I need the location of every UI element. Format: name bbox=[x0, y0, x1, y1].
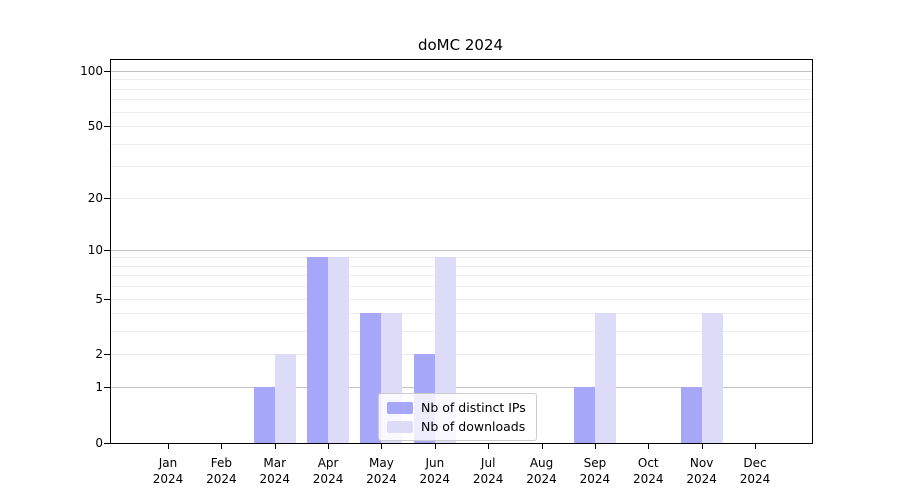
legend-swatch-downloads bbox=[387, 420, 413, 433]
x-tick-label-feb: Feb 2024 bbox=[206, 456, 237, 486]
gridline-minor bbox=[111, 265, 812, 267]
gridline-minor bbox=[111, 354, 812, 356]
x-tick-label-sep: Sep 2024 bbox=[579, 456, 611, 486]
gridline-minor bbox=[111, 313, 812, 315]
chart-title: doMC 2024 bbox=[417, 36, 504, 54]
y-tick bbox=[104, 354, 111, 356]
y-tick-label: 20 bbox=[87, 190, 103, 205]
gridline-major bbox=[111, 249, 812, 251]
x-tick bbox=[381, 443, 383, 449]
y-tick-label: 100 bbox=[80, 64, 103, 79]
y-tick-label: 1 bbox=[95, 380, 103, 395]
gridline-minor bbox=[111, 111, 812, 113]
x-tick-label-oct: Oct 2024 bbox=[632, 456, 664, 486]
x-tick-label-apr: Apr 2024 bbox=[312, 456, 344, 486]
legend: Nb of distinct IPs Nb of downloads bbox=[378, 393, 537, 441]
bar-distinct-ips-apr bbox=[307, 257, 329, 443]
bar-distinct-ips-mar bbox=[253, 387, 275, 443]
gridline-minor bbox=[111, 99, 812, 101]
gridline-minor bbox=[111, 257, 812, 259]
gridline-minor bbox=[111, 143, 812, 145]
y-tick bbox=[104, 443, 111, 444]
y-tick bbox=[104, 298, 111, 300]
legend-label-distinct-ips: Nb of distinct IPs bbox=[421, 400, 526, 415]
x-tick-label-aug: Aug 2024 bbox=[526, 456, 557, 486]
y-tick-label: 2 bbox=[95, 347, 103, 362]
y-tick-label: 50 bbox=[87, 119, 103, 134]
x-tick-label-jan: Jan 2024 bbox=[152, 456, 184, 486]
gridline-minor bbox=[111, 197, 812, 199]
x-tick bbox=[328, 443, 330, 449]
plot-area: Nb of distinct IPs Nb of downloads 0 1 2 5 1… bbox=[80, 59, 813, 486]
x-tick bbox=[701, 443, 703, 449]
legend-swatch-distinct-ips bbox=[387, 401, 413, 414]
bar-downloads-nov bbox=[701, 313, 723, 443]
x-tick-label-may: May 2024 bbox=[366, 456, 397, 486]
y-tick bbox=[104, 249, 111, 251]
x-tick bbox=[434, 443, 436, 449]
bar-distinct-ips-sep bbox=[573, 387, 595, 443]
legend-entry-downloads: Nb of downloads bbox=[387, 419, 526, 434]
x-tick bbox=[488, 443, 490, 449]
legend-label-downloads: Nb of downloads bbox=[421, 419, 526, 434]
gridline-minor bbox=[111, 126, 812, 128]
y-tick bbox=[104, 387, 111, 389]
gridline-major bbox=[111, 387, 812, 389]
gridline-minor bbox=[111, 286, 812, 288]
gridline-major bbox=[111, 71, 812, 73]
bar-distinct-ips-nov bbox=[680, 387, 702, 443]
gridline-minor bbox=[111, 166, 812, 168]
y-tick bbox=[104, 126, 111, 128]
gridline-minor bbox=[111, 275, 812, 277]
x-tick bbox=[541, 443, 543, 449]
y-tick bbox=[104, 71, 111, 73]
gridline-minor bbox=[111, 88, 812, 90]
x-tick bbox=[594, 443, 596, 449]
y-tick-label: 10 bbox=[87, 242, 103, 257]
y-tick-label: 5 bbox=[95, 291, 103, 306]
legend-entry-distinct-ips: Nb of distinct IPs bbox=[387, 400, 526, 415]
x-tick bbox=[221, 443, 223, 449]
bar-downloads-mar bbox=[274, 354, 296, 443]
y-tick bbox=[104, 197, 111, 199]
bar-downloads-sep bbox=[594, 313, 616, 443]
x-tick-label-mar: Mar 2024 bbox=[259, 456, 290, 486]
x-tick-label-dec: Dec 2024 bbox=[739, 456, 771, 486]
gridline-minor bbox=[111, 79, 812, 81]
x-tick-label-jun: Jun 2024 bbox=[419, 456, 451, 486]
bar-distinct-ips-may bbox=[360, 313, 382, 443]
x-tick bbox=[648, 443, 650, 449]
gridline-minor bbox=[111, 331, 812, 333]
bar-downloads-apr bbox=[328, 257, 350, 443]
gridline-minor bbox=[111, 298, 812, 300]
x-tick bbox=[274, 443, 276, 449]
x-tick bbox=[755, 443, 756, 449]
x-tick bbox=[168, 443, 169, 449]
x-tick-label-jul: Jul 2024 bbox=[472, 456, 504, 486]
y-tick-label: 0 bbox=[95, 436, 103, 450]
x-tick-label-nov: Nov 2024 bbox=[686, 456, 717, 486]
